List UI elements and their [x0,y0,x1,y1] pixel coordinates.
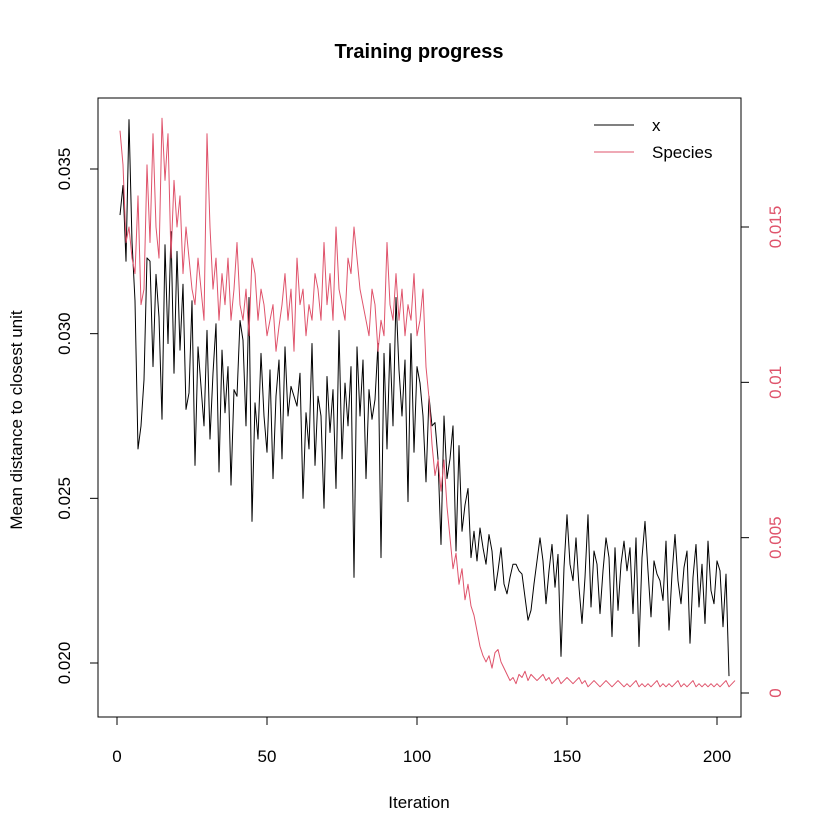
y-left-tick-label: 0.025 [55,477,74,520]
x-tick-label: 50 [258,747,277,766]
x-tick-label: 0 [112,747,121,766]
legend: x Species [594,116,712,162]
x-tick-label: 100 [403,747,431,766]
plot-frame [97,97,742,718]
series-line-species [119,117,736,688]
y-left-tick-label: 0.020 [55,642,74,685]
y-left-axis: 0.020 0.025 0.030 0.035 [55,148,99,685]
x-tick-label: 150 [553,747,581,766]
chart-title: Training progress [335,41,504,63]
y-right-axis: 0 0.005 0.01 0.015 [740,206,785,698]
y-axis-title: Mean distance to closest unit [7,310,26,530]
y-right-tick-label: 0.01 [766,366,785,399]
series-layer [119,117,736,688]
x-tick-label: 200 [703,747,731,766]
x-axis: 0 50 100 150 200 [112,716,731,766]
series-line-x [119,119,730,677]
y-right-tick-label: 0.005 [766,516,785,559]
y-right-tick-label: 0 [766,688,785,697]
x-axis-title: Iteration [388,793,449,812]
legend-label: x [652,116,661,135]
y-left-tick-label: 0.035 [55,148,74,191]
y-right-tick-label: 0.015 [766,206,785,249]
legend-label: Species [652,143,712,162]
y-left-tick-label: 0.030 [55,312,74,355]
